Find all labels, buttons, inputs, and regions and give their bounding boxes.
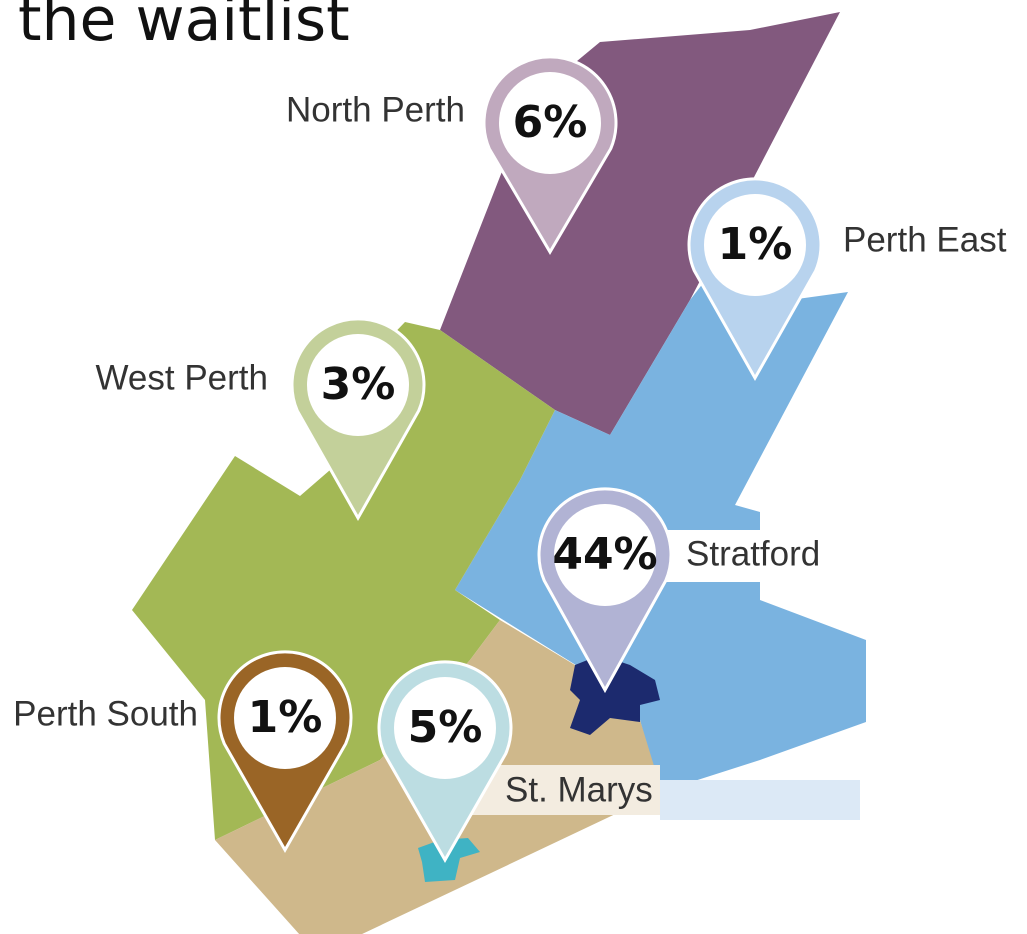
st-marys-town <box>418 838 480 882</box>
region-name: Perth East <box>843 220 1007 259</box>
label-background <box>665 530 940 582</box>
region-name: West Perth <box>96 358 268 397</box>
percent-label: 1% <box>718 219 793 270</box>
region-name: North Perth <box>286 90 465 129</box>
percent-label: 44% <box>552 529 657 580</box>
pin-center <box>499 72 601 174</box>
percent-label: 5% <box>408 702 483 753</box>
region-name: Stratford <box>686 534 820 573</box>
percent-label: 6% <box>513 97 588 148</box>
stratford-city <box>570 655 660 735</box>
percent-label: 1% <box>248 692 323 743</box>
pin-center <box>234 667 336 769</box>
pin-center <box>554 504 656 606</box>
region-name: St. Marys <box>505 770 653 809</box>
label-background <box>660 780 860 820</box>
pin-center <box>307 334 409 436</box>
percent-label: 3% <box>321 359 396 410</box>
region-name: Perth South <box>13 694 198 733</box>
title: the waitlist <box>18 0 350 55</box>
pin-center <box>394 677 496 779</box>
label-background <box>470 765 660 815</box>
pin-center <box>704 194 806 296</box>
